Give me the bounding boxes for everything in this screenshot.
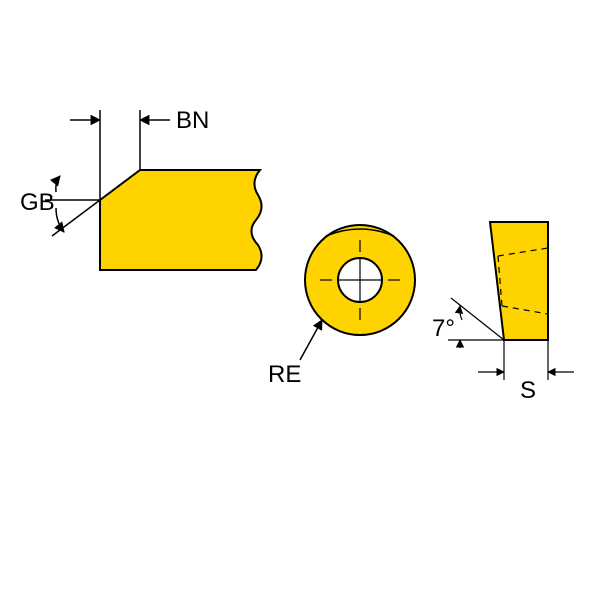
label-gb: GB	[20, 189, 55, 216]
label-s: S	[520, 377, 536, 404]
side-view: 7° S	[432, 222, 574, 404]
label-angle: 7°	[432, 315, 455, 342]
profile-view: BN GB	[20, 107, 262, 270]
top-view: RE	[268, 225, 415, 388]
label-bn: BN	[176, 107, 209, 134]
technical-drawing-canvas: BN GB RE	[0, 0, 600, 600]
side-body	[490, 222, 548, 340]
profile-body	[100, 170, 262, 270]
label-re: RE	[268, 361, 301, 388]
